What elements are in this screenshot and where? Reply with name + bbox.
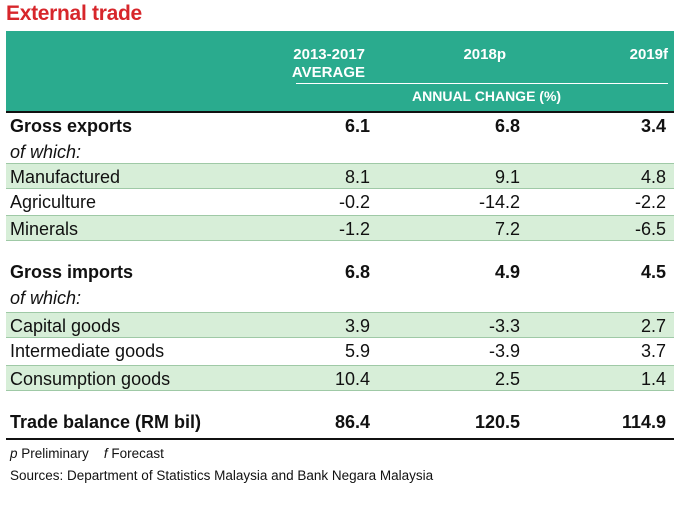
row-value-average: 10.4 (334, 369, 370, 389)
row-label: of which: (10, 288, 82, 308)
header-col-average-line1: 2013-2017 (293, 46, 365, 63)
row-capital-goods: Capital goods 3.9 -3.3 2.7 (6, 312, 674, 338)
forecast-mark: f (103, 446, 108, 461)
row-of-which: of which: (6, 285, 674, 311)
header-col-average: 2013-2017 AVERAGE (273, 46, 365, 82)
row-label: Intermediate goods (10, 341, 165, 361)
row-trade-balance: Trade balance (RM bil) 86.4 120.5 114.9 (6, 409, 674, 435)
rule-top (6, 111, 674, 113)
row-value-average: -1.2 (338, 219, 370, 239)
row-value-2019: -6.5 (634, 219, 666, 239)
row-value-2019: 3.4 (640, 116, 666, 136)
table-header: 2013-2017 AVERAGE 2018p 2019f ANNUAL CHA… (6, 31, 674, 113)
preliminary-text: Preliminary (21, 446, 89, 461)
row-label: Agriculture (10, 192, 97, 212)
rule-bottom (6, 438, 674, 440)
row-value-2018: 7.2 (494, 219, 520, 239)
header-col-average-line2: AVERAGE (291, 64, 365, 81)
row-value-average: 5.9 (344, 341, 370, 361)
row-intermediate-goods: Intermediate goods 5.9 -3.9 3.7 (6, 338, 674, 364)
row-label: Gross exports (10, 116, 133, 136)
row-value-2019: 3.7 (640, 341, 666, 361)
row-of-which: of which: (6, 139, 674, 165)
row-value-2018: 6.8 (494, 116, 520, 136)
row-value-average: 3.9 (344, 316, 370, 336)
header-col-2018: 2018p (463, 46, 506, 63)
row-value-average: 6.1 (344, 116, 370, 136)
row-value-2018: -3.9 (488, 341, 520, 361)
row-value-average: 6.8 (344, 262, 370, 282)
row-value-2018: 9.1 (494, 167, 520, 187)
row-manufactured: Manufactured 8.1 9.1 4.8 (6, 163, 674, 189)
row-value-average: 86.4 (334, 412, 370, 432)
row-value-average: 8.1 (344, 167, 370, 187)
row-value-2018: -3.3 (488, 316, 520, 336)
header-col-2019: 2019f (629, 46, 668, 63)
row-label: Manufactured (10, 167, 121, 187)
row-value-2019: 1.4 (640, 369, 666, 389)
row-value-2018: 2.5 (494, 369, 520, 389)
row-value-2018: 4.9 (494, 262, 520, 282)
row-gross-imports: Gross imports 6.8 4.9 4.5 (6, 259, 674, 285)
row-value-2019: 114.9 (621, 412, 666, 432)
row-minerals: Minerals -1.2 7.2 -6.5 (6, 215, 674, 241)
row-value-2019: 2.7 (640, 316, 666, 336)
table-title: External trade (6, 2, 142, 25)
row-value-2018: -14.2 (478, 192, 520, 212)
row-gross-exports: Gross exports 6.1 6.8 3.4 (6, 113, 674, 139)
footnote-legend: p Preliminary f Forecast (10, 446, 164, 461)
row-value-2018: 120.5 (474, 412, 520, 432)
row-label: Trade balance (RM bil) (10, 412, 202, 432)
row-label: Gross imports (10, 262, 134, 282)
row-label: Capital goods (10, 316, 121, 336)
row-value-average: -0.2 (338, 192, 370, 212)
sources-note: Sources: Department of Statistics Malays… (10, 468, 434, 483)
row-value-2019: -2.2 (634, 192, 666, 212)
row-label: Minerals (10, 219, 79, 239)
forecast-text: Forecast (111, 446, 164, 461)
row-label: of which: (10, 142, 82, 162)
row-consumption-goods: Consumption goods 10.4 2.5 1.4 (6, 365, 674, 391)
row-value-2019: 4.8 (640, 167, 666, 187)
header-divider (296, 83, 668, 84)
preliminary-mark: p (10, 446, 18, 461)
row-value-2019: 4.5 (640, 262, 666, 282)
header-subheader: ANNUAL CHANGE (%) (412, 88, 562, 104)
row-label: Consumption goods (10, 369, 171, 389)
row-agriculture: Agriculture -0.2 -14.2 -2.2 (6, 189, 674, 215)
